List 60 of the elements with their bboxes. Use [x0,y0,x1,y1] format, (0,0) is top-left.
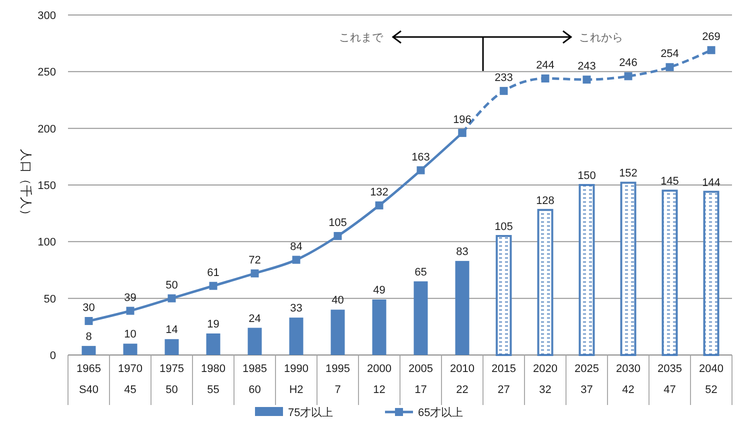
data-label: 105 [494,221,513,233]
legend-label: 65才以上 [418,406,464,419]
data-label: 65 [414,266,427,278]
annotation: これまで [339,32,384,44]
data-label: 61 [207,266,220,279]
data-label: 83 [456,246,468,258]
data-label: 128 [536,194,554,207]
x-tick-label: 2025 37 [574,363,599,396]
data-label: 84 [290,240,302,253]
data-label: 163 [412,151,430,164]
data-label: 246 [619,57,638,70]
data-label: 254 [660,48,679,60]
data-label: 8 [86,330,92,343]
data-label: 233 [494,72,513,84]
x-tick-label: 2000 12 [367,363,392,396]
data-label: 196 [453,114,472,126]
data-label: 150 [578,170,596,182]
data-label: 19 [207,318,220,330]
x-tick-label: 2005 17 [408,363,433,396]
y-tick-label: 150 [38,180,56,192]
y-tick-label: 200 [38,123,56,136]
data-label: 269 [702,31,720,44]
data-label: 152 [619,168,638,180]
x-tick-label: 2040 52 [699,363,724,396]
data-label: 144 [702,176,720,189]
y-tick-label: 0 [50,350,56,362]
data-label: 105 [328,217,347,229]
y-tick-label: 250 [38,66,56,79]
x-tick-label: 2020 32 [533,363,558,396]
data-label: 24 [248,312,261,325]
data-label: 49 [373,284,386,296]
data-label: 243 [578,60,596,73]
data-label: 33 [290,302,302,315]
annotation: これから [579,32,623,44]
y-axis-title: 人口（千人） [19,149,33,221]
legend-label: 75才以上 [288,406,334,419]
x-tick-label: 2010 22 [450,363,474,396]
data-label: 10 [124,328,136,341]
data-label: 39 [124,292,136,304]
y-tick-label: 50 [44,293,56,306]
x-tick-label: 1995 7 [326,363,350,396]
x-tick-label: 1965 S40 [76,363,101,396]
x-tick-label: 1975 50 [160,363,184,396]
x-tick-label: 2030 42 [616,363,640,396]
data-label: 30 [82,302,95,314]
x-tick-label: 1985 60 [242,363,267,396]
y-tick-label: 100 [38,236,56,249]
data-label: 50 [166,279,178,292]
data-label: 14 [166,324,178,336]
data-label: 244 [536,59,554,72]
data-label: 40 [332,294,344,307]
data-label: 132 [370,186,388,198]
y-tick-label: 300 [38,10,56,22]
x-tick-label: 2035 47 [658,363,682,396]
data-label: 72 [248,254,261,266]
x-tick-label: 1990 H2 [284,363,308,396]
x-tick-label: 2015 27 [492,363,516,396]
data-label: 145 [660,176,679,188]
x-tick-label: 1970 45 [118,363,142,396]
x-tick-label: 1980 55 [201,363,226,396]
